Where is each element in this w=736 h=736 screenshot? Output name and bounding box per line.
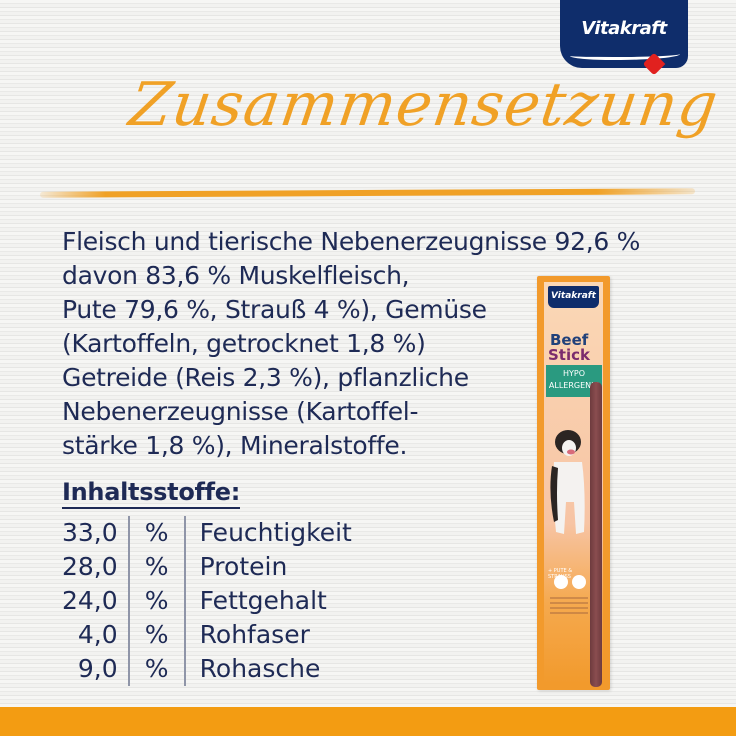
vitakraft-logo: Vitakraft xyxy=(560,0,688,76)
nutrient-value: 4,0 xyxy=(77,620,118,649)
product-name-beef: Beef xyxy=(550,331,589,349)
table-row: 9,0 % Rohasche xyxy=(62,652,352,686)
composition-line: Getreide (Reis 2,3 %), pflanzliche xyxy=(62,363,469,392)
nutrient-name: Fettgehalt xyxy=(199,586,327,615)
product-package-image: Vitakraft Beef Stick HYPO ALLERGENIC + P… xyxy=(537,276,610,690)
badge-line: ALLERGENIC xyxy=(548,381,600,390)
badge-line: HYPO xyxy=(562,369,586,378)
nutrient-value: 9,0 xyxy=(77,654,118,683)
title-underline xyxy=(39,188,696,198)
nutrient-table: 33,0 % Feuchtigkeit 28,0 % Protein 24,0 … xyxy=(62,516,352,686)
composition-line: (Kartoffeln, getrocknet 1,8 %) xyxy=(62,329,426,358)
turkey-icon xyxy=(554,575,568,589)
logo-swoosh xyxy=(570,50,680,60)
product-label: Vitakraft Beef Stick HYPO ALLERGENIC + P… xyxy=(544,282,603,687)
nutrient-unit: % xyxy=(127,652,186,686)
product-name-stick: Stick xyxy=(548,346,590,364)
ostrich-icon xyxy=(572,575,586,589)
page-title: Zusammensetzung xyxy=(125,70,723,140)
table-row: 28,0 % Protein xyxy=(62,550,352,584)
meat-stick xyxy=(590,382,602,687)
table-row: 4,0 % Rohfaser xyxy=(62,618,352,652)
composition-line: Pute 79,6 %, Strauß 4 %), Gemüse xyxy=(62,295,487,324)
nutrient-unit: % xyxy=(127,550,186,584)
nutrients-heading: Inhaltsstoffe: xyxy=(62,478,240,509)
nutrient-value: 33,0 xyxy=(62,518,118,547)
nutrient-value: 24,0 xyxy=(62,586,118,615)
nutrient-value: 28,0 xyxy=(62,552,118,581)
nutrient-unit: % xyxy=(127,618,186,652)
nutrient-name: Rohfaser xyxy=(199,620,310,649)
logo-text: Vitakraft xyxy=(581,17,667,39)
composition-line: davon 83,6 % Muskelfleisch, xyxy=(62,261,410,290)
table-row: 24,0 % Fettgehalt xyxy=(62,584,352,618)
table-row: 33,0 % Feuchtigkeit xyxy=(62,516,352,550)
nutrient-unit: % xyxy=(127,516,186,550)
bottom-color-bar xyxy=(0,707,736,736)
nutrient-name: Rohasche xyxy=(199,654,321,683)
composition-line: Fleisch und tierische Nebenerzeugnisse 9… xyxy=(62,227,641,256)
nutrient-name: Protein xyxy=(199,552,288,581)
nutrient-unit: % xyxy=(127,584,186,618)
animal-icons xyxy=(554,575,586,589)
composition-line: Nebenerzeugnisse (Kartoffel- xyxy=(62,397,419,426)
dog-illustration-icon xyxy=(550,430,585,534)
nutrient-name: Feuchtigkeit xyxy=(199,518,352,547)
product-fineprint xyxy=(550,597,588,617)
composition-line: stärke 1,8 %), Mineralstoffe. xyxy=(62,431,408,460)
composition-text: Fleisch und tierische Nebenerzeugnisse 9… xyxy=(62,225,722,463)
product-logo: Vitakraft xyxy=(548,286,599,308)
